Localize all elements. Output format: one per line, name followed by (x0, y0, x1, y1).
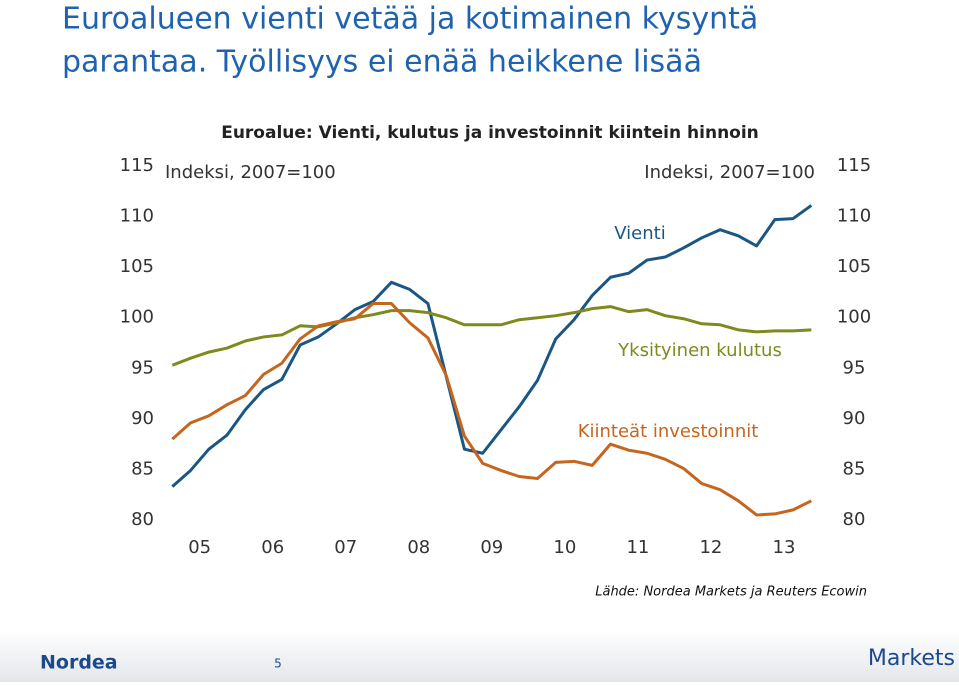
slide-title: parantaa. Työllisyys ei enää heikkene li… (62, 45, 702, 80)
y2-tick-label: 100 (837, 307, 871, 328)
logo: Nordea (40, 652, 118, 674)
line (171, 302, 813, 517)
y-tick-label: 105 (120, 256, 154, 277)
x-tick-label: 05 (188, 537, 211, 558)
page-number: 5 (274, 657, 282, 671)
y-axis-label: Indeksi, 2007=100 (165, 162, 336, 183)
x-tick-label: 10 (553, 537, 576, 558)
x-tick-label: 06 (261, 537, 284, 558)
series-label: Kiinteät investoinnit (578, 421, 759, 442)
y2-tick-label: 95 (843, 357, 866, 378)
y2-tick-label: 80 (843, 509, 866, 530)
line (171, 204, 813, 488)
y-tick-label: 95 (131, 357, 154, 378)
y-tick-label: 80 (131, 509, 154, 530)
x-tick-label: 09 (480, 537, 503, 558)
x-tick-label: 08 (407, 537, 430, 558)
source: Lähde: Nordea Markets ja Reuters Ecowin (595, 585, 867, 600)
y-tick-label: 85 (131, 458, 154, 479)
y2-tick-label: 90 (843, 408, 866, 429)
y-tick-label: 110 (120, 206, 154, 227)
y2-tick-label: 105 (837, 256, 871, 277)
y2-tick-label: 110 (837, 206, 871, 227)
x-tick-label: 12 (699, 537, 722, 558)
y-tick-label: 90 (131, 408, 154, 429)
x-tick-label: 11 (626, 537, 649, 558)
slide-title: Euroalueen vienti vetää ja kotimainen ky… (62, 2, 758, 37)
y2-tick-label: 115 (837, 155, 871, 176)
chart-title: Euroalue: Vienti, kulutus ja investoinni… (221, 123, 759, 143)
brand: Markets (868, 646, 955, 671)
y-tick-label: 115 (120, 155, 154, 176)
y2-axis-label: Indeksi, 2007=100 (644, 162, 815, 183)
line (171, 305, 812, 367)
y2-tick-label: 85 (843, 458, 866, 479)
series-label: Yksityinen kulutus (617, 340, 782, 361)
y-tick-label: 100 (120, 307, 154, 328)
x-tick-label: 07 (334, 537, 357, 558)
series-label: Vienti (614, 223, 665, 244)
footer (0, 630, 959, 682)
x-tick-label: 13 (773, 537, 796, 558)
